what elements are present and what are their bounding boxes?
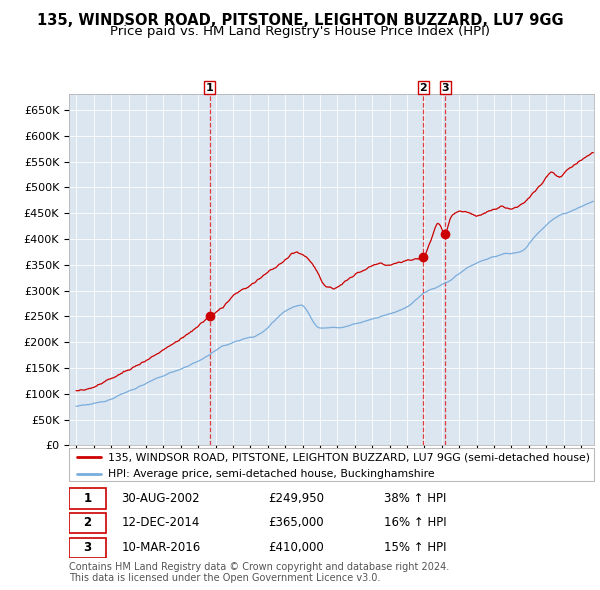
Text: 38% ↑ HPI: 38% ↑ HPI bbox=[384, 492, 446, 505]
Text: £249,950: £249,950 bbox=[269, 492, 325, 505]
Text: 30-AUG-2002: 30-AUG-2002 bbox=[121, 492, 200, 505]
Text: 15% ↑ HPI: 15% ↑ HPI bbox=[384, 542, 446, 555]
Text: Contains HM Land Registry data © Crown copyright and database right 2024.
This d: Contains HM Land Registry data © Crown c… bbox=[69, 562, 449, 584]
Text: 2: 2 bbox=[419, 83, 427, 93]
Text: £365,000: £365,000 bbox=[269, 516, 324, 529]
Text: HPI: Average price, semi-detached house, Buckinghamshire: HPI: Average price, semi-detached house,… bbox=[109, 468, 435, 478]
Text: 3: 3 bbox=[441, 83, 449, 93]
Text: 2: 2 bbox=[83, 516, 91, 529]
Text: 1: 1 bbox=[206, 83, 214, 93]
Bar bbox=[69, 489, 106, 509]
Text: 135, WINDSOR ROAD, PITSTONE, LEIGHTON BUZZARD, LU7 9GG: 135, WINDSOR ROAD, PITSTONE, LEIGHTON BU… bbox=[37, 13, 563, 28]
Bar bbox=[69, 537, 106, 558]
Text: 10-MAR-2016: 10-MAR-2016 bbox=[121, 542, 201, 555]
Text: £410,000: £410,000 bbox=[269, 542, 324, 555]
Text: 1: 1 bbox=[83, 492, 91, 505]
Text: 16% ↑ HPI: 16% ↑ HPI bbox=[384, 516, 446, 529]
Text: 12-DEC-2014: 12-DEC-2014 bbox=[121, 516, 200, 529]
Bar bbox=[69, 513, 106, 533]
Text: 3: 3 bbox=[83, 542, 91, 555]
Text: Price paid vs. HM Land Registry's House Price Index (HPI): Price paid vs. HM Land Registry's House … bbox=[110, 25, 490, 38]
Text: 135, WINDSOR ROAD, PITSTONE, LEIGHTON BUZZARD, LU7 9GG (semi-detached house): 135, WINDSOR ROAD, PITSTONE, LEIGHTON BU… bbox=[109, 453, 590, 463]
